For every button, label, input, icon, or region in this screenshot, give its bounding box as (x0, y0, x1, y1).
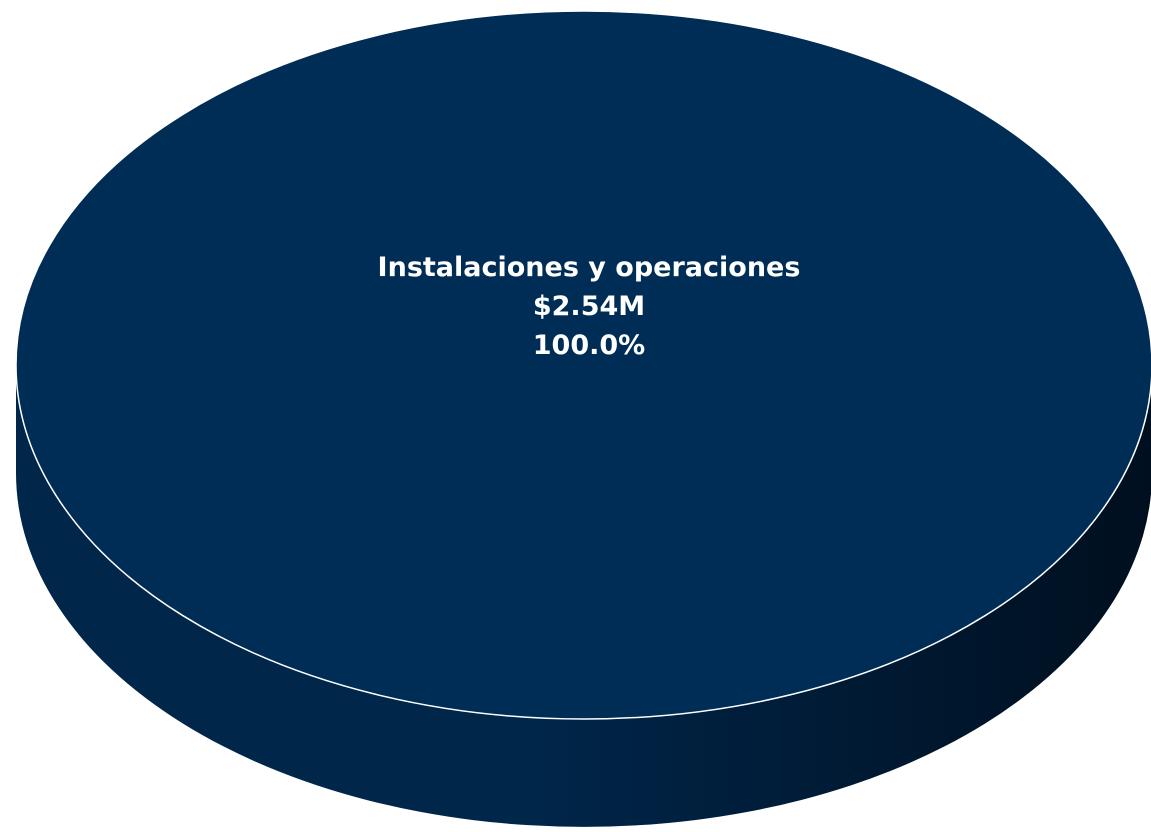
slice-label-value: $2.54M (533, 291, 645, 322)
slice-label-category: Instalaciones y operaciones (378, 252, 801, 283)
slice-label-group: Instalaciones y operaciones $2.54M 100.0… (378, 252, 801, 361)
slice-label-percent: 100.0% (533, 330, 645, 361)
pie-slice-0 (15, 10, 1151, 720)
pie-slices (15, 10, 1151, 827)
pie-slice-side-0 (16, 365, 1151, 827)
